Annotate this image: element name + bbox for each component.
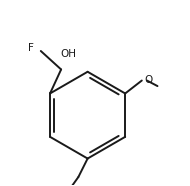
Text: O: O	[145, 75, 153, 85]
Text: OH: OH	[60, 49, 77, 59]
Text: F: F	[28, 43, 34, 53]
